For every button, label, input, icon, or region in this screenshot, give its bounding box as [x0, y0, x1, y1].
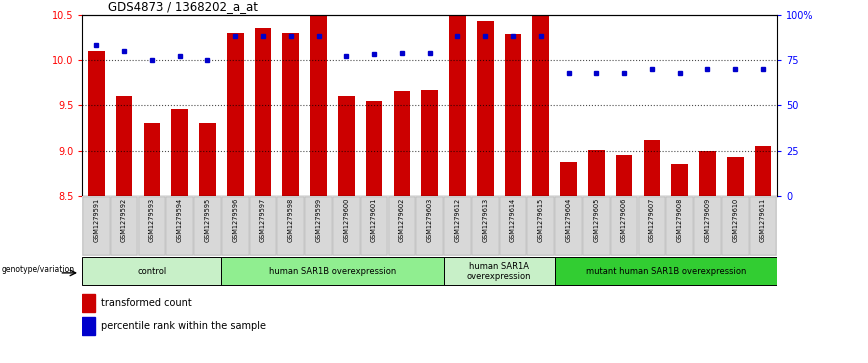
FancyBboxPatch shape: [333, 197, 359, 255]
FancyBboxPatch shape: [194, 197, 220, 255]
Bar: [421, 90, 438, 196]
Text: GSM1279609: GSM1279609: [705, 198, 710, 242]
Bar: [754, 146, 772, 196]
Text: GSM1279611: GSM1279611: [760, 198, 766, 242]
Bar: [115, 96, 133, 196]
FancyBboxPatch shape: [750, 197, 776, 255]
FancyBboxPatch shape: [722, 197, 748, 255]
FancyBboxPatch shape: [139, 197, 165, 255]
Text: GSM1279597: GSM1279597: [260, 198, 266, 242]
Bar: [254, 28, 272, 196]
Bar: [699, 151, 716, 196]
Text: GSM1279602: GSM1279602: [399, 198, 404, 242]
FancyBboxPatch shape: [82, 257, 221, 285]
Text: GSM1279593: GSM1279593: [149, 198, 155, 242]
Text: GSM1279598: GSM1279598: [288, 198, 293, 242]
Bar: [338, 96, 355, 196]
Text: human SAR1B overexpression: human SAR1B overexpression: [269, 267, 396, 276]
Text: GSM1279600: GSM1279600: [344, 198, 349, 242]
Bar: [365, 101, 383, 196]
FancyBboxPatch shape: [417, 197, 443, 255]
Bar: [615, 155, 633, 196]
Text: control: control: [137, 267, 167, 276]
Text: GSM1279601: GSM1279601: [372, 198, 377, 242]
Text: GDS4873 / 1368202_a_at: GDS4873 / 1368202_a_at: [108, 0, 259, 13]
Bar: [171, 109, 188, 196]
Text: GSM1279610: GSM1279610: [733, 198, 738, 242]
Bar: [532, 16, 549, 196]
Bar: [477, 21, 494, 196]
FancyBboxPatch shape: [222, 197, 248, 255]
FancyBboxPatch shape: [694, 197, 720, 255]
Text: GSM1279596: GSM1279596: [233, 198, 238, 242]
FancyBboxPatch shape: [667, 197, 693, 255]
Bar: [588, 150, 605, 196]
Text: GSM1279605: GSM1279605: [594, 198, 599, 242]
FancyBboxPatch shape: [528, 197, 554, 255]
FancyBboxPatch shape: [500, 197, 526, 255]
Text: genotype/variation: genotype/variation: [2, 265, 75, 274]
Bar: [310, 15, 327, 196]
Text: GSM1279603: GSM1279603: [427, 198, 432, 242]
FancyBboxPatch shape: [250, 197, 276, 255]
Text: mutant human SAR1B overexpression: mutant human SAR1B overexpression: [586, 267, 746, 276]
Text: human SAR1A
overexpression: human SAR1A overexpression: [467, 262, 531, 281]
Bar: [671, 164, 688, 196]
FancyBboxPatch shape: [555, 257, 777, 285]
Text: transformed count: transformed count: [101, 298, 192, 308]
Text: GSM1279604: GSM1279604: [566, 198, 571, 242]
Text: GSM1279591: GSM1279591: [94, 198, 99, 242]
Bar: [449, 16, 466, 196]
Text: GSM1279613: GSM1279613: [483, 198, 488, 242]
Text: percentile rank within the sample: percentile rank within the sample: [101, 321, 266, 331]
FancyBboxPatch shape: [83, 197, 109, 255]
Bar: [560, 162, 577, 196]
FancyBboxPatch shape: [444, 197, 470, 255]
FancyBboxPatch shape: [472, 197, 498, 255]
Bar: [88, 51, 105, 196]
Text: GSM1279607: GSM1279607: [649, 198, 654, 242]
FancyBboxPatch shape: [556, 197, 582, 255]
Text: GSM1279612: GSM1279612: [455, 198, 460, 242]
Text: GSM1279592: GSM1279592: [122, 198, 127, 242]
Text: GSM1279614: GSM1279614: [510, 198, 516, 242]
FancyBboxPatch shape: [221, 257, 444, 285]
FancyBboxPatch shape: [611, 197, 637, 255]
Bar: [227, 33, 244, 196]
Bar: [143, 123, 161, 196]
Text: GSM1279608: GSM1279608: [677, 198, 682, 242]
Text: GSM1279615: GSM1279615: [538, 198, 543, 242]
FancyBboxPatch shape: [389, 197, 415, 255]
FancyBboxPatch shape: [583, 197, 609, 255]
Bar: [282, 33, 299, 196]
Text: GSM1279606: GSM1279606: [621, 198, 627, 242]
Bar: [393, 91, 411, 196]
FancyBboxPatch shape: [444, 257, 555, 285]
Bar: [199, 123, 216, 196]
Bar: [82, 294, 95, 311]
Bar: [643, 140, 661, 196]
Text: GSM1279594: GSM1279594: [177, 198, 182, 242]
FancyBboxPatch shape: [278, 197, 304, 255]
FancyBboxPatch shape: [111, 197, 137, 255]
Text: GSM1279595: GSM1279595: [205, 198, 210, 242]
Bar: [82, 317, 95, 335]
FancyBboxPatch shape: [167, 197, 193, 255]
Bar: [727, 157, 744, 196]
FancyBboxPatch shape: [639, 197, 665, 255]
FancyBboxPatch shape: [306, 197, 332, 255]
FancyBboxPatch shape: [361, 197, 387, 255]
Bar: [504, 34, 522, 196]
Text: GSM1279599: GSM1279599: [316, 198, 321, 242]
